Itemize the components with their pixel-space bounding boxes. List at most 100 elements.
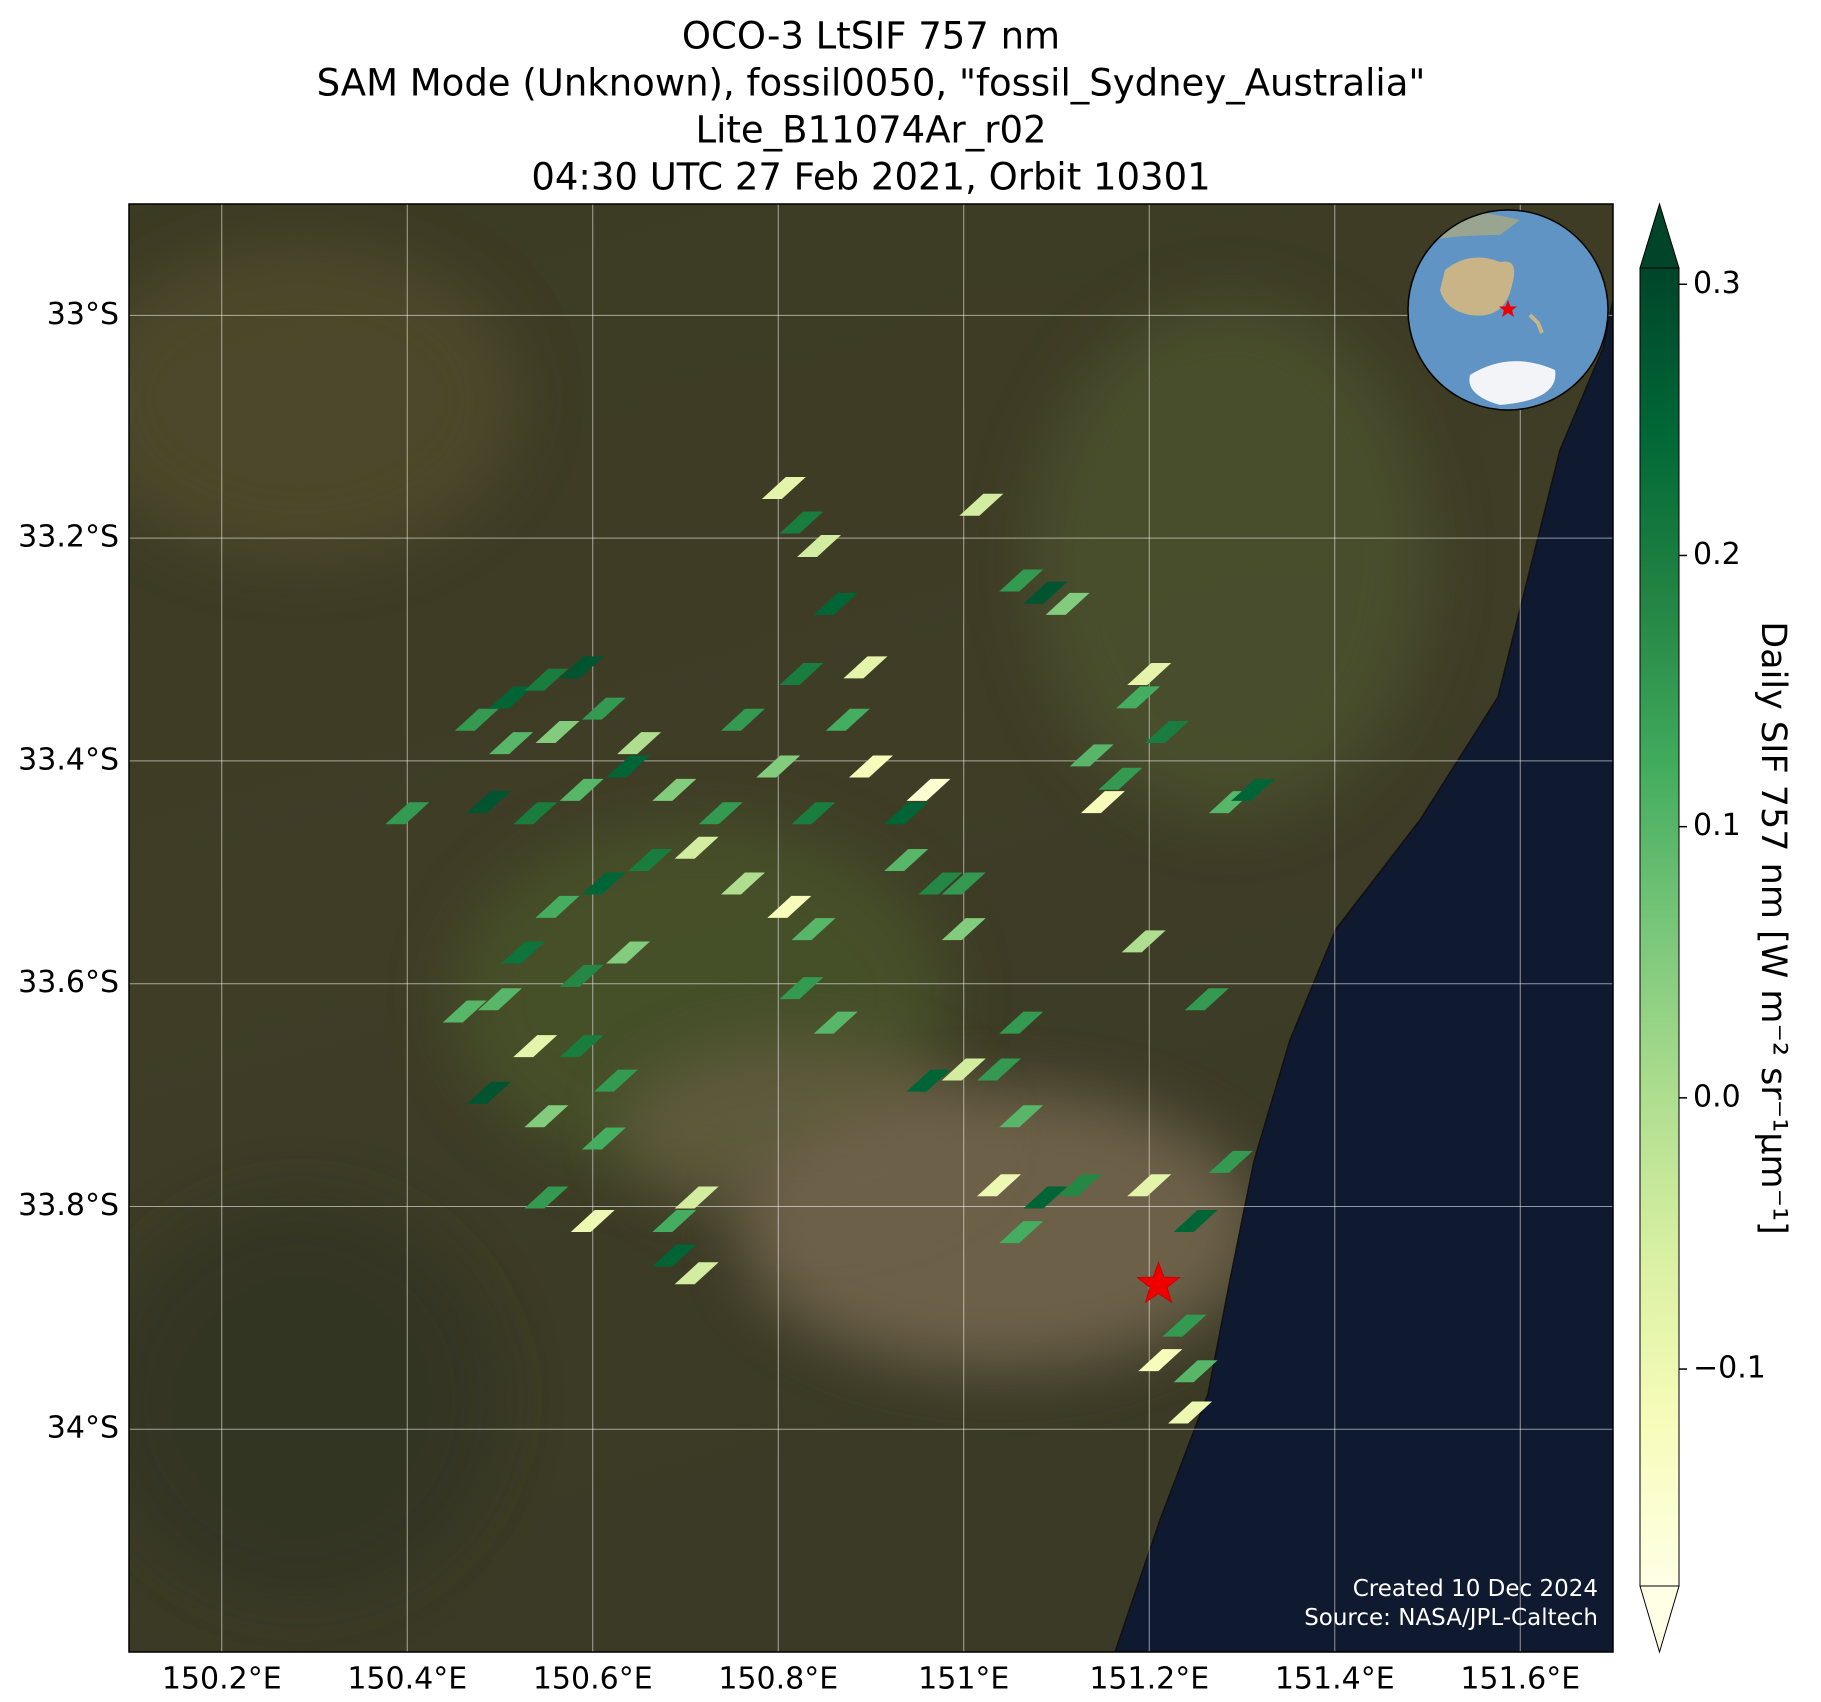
- sif-footprint: [478, 988, 522, 1011]
- sif-footprint: [779, 663, 824, 686]
- sif-footprint: [825, 708, 870, 731]
- sif-footprint: [442, 1000, 487, 1023]
- sif-footprint: [791, 918, 836, 941]
- sif-footprint: [535, 720, 580, 743]
- sif-footprint: [813, 1011, 858, 1034]
- globe-antarctica: [1469, 361, 1556, 405]
- sif-footprint: [1080, 791, 1125, 814]
- sif-footprint: [999, 1011, 1044, 1034]
- y-tick-label: 34°S: [47, 1411, 119, 1446]
- x-tick-label: 151.6°E: [1460, 1662, 1580, 1697]
- colorbar-tick-label: 0.1: [1693, 808, 1741, 843]
- sif-footprint: [1057, 1174, 1102, 1197]
- sif-footprint: [791, 802, 836, 825]
- sif-footprint: [466, 1081, 511, 1104]
- sif-footprint: [581, 872, 626, 895]
- y-tick-label: 33.6°S: [18, 965, 119, 1000]
- x-tick-label: 150.2°E: [162, 1662, 282, 1697]
- sif-footprint: [570, 1209, 615, 1232]
- map-frame: [128, 203, 1614, 1653]
- sif-footprint: [559, 964, 604, 987]
- sif-footprint: [941, 1058, 986, 1081]
- sif-footprint: [959, 493, 1004, 516]
- sif-footprint: [489, 686, 534, 709]
- sif-footprint: [524, 1105, 569, 1128]
- sif-footprint: [1144, 720, 1189, 743]
- sif-footprint: [652, 778, 697, 801]
- sif-footprint: [524, 1186, 569, 1209]
- colorbar-gradient: [1639, 267, 1680, 1587]
- sif-footprint: [976, 1174, 1021, 1197]
- y-tick-label: 33.4°S: [18, 742, 119, 777]
- sif-footprint: [884, 802, 929, 825]
- sif-footprint: [674, 1262, 719, 1285]
- sif-footprint: [385, 802, 430, 825]
- colorbar: −0.1 0.0 0.1 0.2 0.3: [1639, 202, 1766, 1654]
- sif-footprint: [513, 1035, 558, 1058]
- footprints: [385, 477, 1276, 1424]
- y-tick-label: 33.8°S: [18, 1188, 119, 1223]
- x-tick-label: 151.2°E: [1089, 1662, 1209, 1697]
- sif-footprint: [941, 918, 986, 941]
- sif-footprint: [884, 849, 929, 872]
- sif-footprint: [466, 791, 511, 814]
- sif-footprint: [605, 941, 650, 964]
- sif-footprint: [524, 668, 569, 691]
- sif-footprint: [513, 802, 558, 825]
- sif-footprint: [721, 708, 766, 731]
- sif-footprint: [593, 1069, 638, 1092]
- sif-footprint: [1173, 1209, 1218, 1232]
- sif-footprint: [652, 1209, 697, 1232]
- globe-nz: [1528, 313, 1544, 334]
- colorbar-label: Daily SIF 757 nm [W m⁻² sr⁻¹μm⁻¹]: [1753, 621, 1793, 1235]
- sif-footprint: [906, 778, 951, 801]
- sif-footprint: [779, 511, 824, 534]
- sif-footprint: [674, 1186, 719, 1209]
- sif-footprint: [559, 656, 604, 679]
- sif-footprint: [1127, 1174, 1172, 1197]
- sif-footprint: [721, 872, 766, 895]
- created-note: Created 10 Dec 2024: [1353, 1576, 1598, 1602]
- sif-footprint: [1127, 663, 1172, 686]
- sif-footprint: [581, 697, 626, 720]
- x-tick-label: 151.4°E: [1275, 1662, 1395, 1697]
- sif-footprint: [1138, 1349, 1183, 1372]
- sif-footprint: [1098, 767, 1143, 790]
- sif-footprint: [581, 1127, 626, 1150]
- sif-footprint: [1168, 1401, 1213, 1424]
- sif-footprint: [1116, 686, 1161, 709]
- sif-footprint: [941, 872, 986, 895]
- sif-footprint: [454, 708, 499, 731]
- sif-footprint: [1162, 1314, 1207, 1337]
- sif-footprint: [617, 732, 662, 755]
- sif-footprint: [559, 1035, 604, 1058]
- sif-footprint: [1023, 581, 1068, 604]
- basemap: [129, 204, 1613, 1652]
- terrain: [129, 1200, 500, 1600]
- ocean: [1114, 299, 1613, 1652]
- sif-footprint: [1121, 930, 1166, 953]
- chart-title: SAM Mode (Unknown), fossil0050, "fossil_…: [317, 62, 1426, 105]
- terrain: [1030, 300, 1430, 820]
- sif-footprint: [535, 895, 580, 918]
- x-tick-label: 151°E: [918, 1662, 1009, 1697]
- y-tick-label: 33.2°S: [18, 520, 119, 555]
- colorbar-tick-label: 0.0: [1693, 1079, 1741, 1114]
- globe-outline: [1407, 209, 1609, 411]
- sif-footprint: [652, 1244, 697, 1267]
- colorbar-tick-label: 0.2: [1693, 537, 1741, 572]
- chart-title: Lite_B11074Ar_r02: [695, 109, 1046, 152]
- sif-footprint: [813, 592, 858, 615]
- sif-footprint: [1231, 778, 1276, 801]
- x-tick-label: 150.6°E: [533, 1662, 653, 1697]
- sif-footprint: [1023, 1186, 1068, 1209]
- globe-inset: [1407, 209, 1609, 411]
- colorbar-tick-label: −0.1: [1693, 1351, 1766, 1386]
- sif-footprint: [501, 941, 546, 964]
- globe-australia: [1440, 257, 1515, 316]
- x-tick-label: 150.4°E: [347, 1662, 467, 1697]
- x-tick-label: 150.8°E: [718, 1662, 838, 1697]
- sif-footprint: [767, 895, 812, 918]
